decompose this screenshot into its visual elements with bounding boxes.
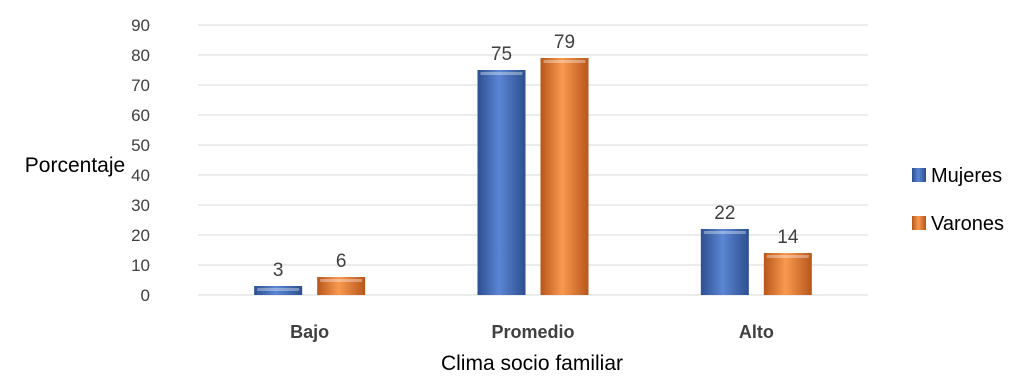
- legend-label: Mujeres: [931, 165, 1002, 187]
- legend-item-varones: Varones: [912, 213, 1004, 235]
- data-label: 3: [273, 260, 284, 281]
- y-tick-label: 90: [131, 16, 150, 35]
- legend-label: Varones: [931, 213, 1004, 235]
- legend-swatch: [912, 216, 926, 230]
- legend: Mujeres Varones: [912, 165, 1004, 235]
- bar-body: [254, 286, 303, 295]
- y-tick-label: 20: [131, 226, 150, 245]
- y-tick-label: 10: [131, 256, 150, 275]
- x-axis-categories: Bajo Promedio Alto: [290, 322, 774, 342]
- legend-item-mujeres: Mujeres: [912, 165, 1002, 187]
- data-labels: 3 6 75 79 22 14: [273, 32, 799, 281]
- bar-body: [477, 70, 526, 295]
- y-tick-label: 30: [131, 196, 150, 215]
- bar-bevel: [257, 288, 300, 291]
- y-tick-label: 80: [131, 46, 150, 65]
- y-tick-label: 60: [131, 106, 150, 125]
- bar-body: [700, 229, 749, 295]
- x-axis-title: Clima socio familiar: [441, 352, 623, 375]
- y-tick-label: 70: [131, 76, 150, 95]
- y-axis-title: Porcentaje: [25, 154, 125, 177]
- data-label: 6: [336, 251, 347, 272]
- x-category-label: Bajo: [290, 322, 329, 342]
- bar-mujeres-bajo: [254, 286, 303, 295]
- bar-body: [540, 58, 589, 295]
- y-tick-label: 0: [141, 286, 150, 305]
- bar-bevel: [543, 60, 586, 63]
- bar-varones-bajo: [317, 277, 366, 295]
- gridlines: [198, 24, 868, 296]
- bar-varones-alto: [763, 253, 812, 295]
- bar-bevel: [480, 72, 523, 75]
- bar-bevel: [320, 279, 363, 282]
- bar-mujeres-alto: [700, 229, 749, 295]
- y-axis-ticks: 0 10 20 30 40 50 60 70 80 90: [131, 16, 150, 305]
- bar-body: [763, 253, 812, 295]
- bar-bevel: [703, 231, 746, 234]
- data-label: 22: [714, 203, 735, 224]
- data-label: 79: [554, 32, 575, 53]
- legend-swatch: [912, 168, 926, 182]
- y-tick-label: 40: [131, 166, 150, 185]
- x-category-label: Promedio: [491, 322, 574, 342]
- x-category-label: Alto: [739, 322, 774, 342]
- bar-body: [317, 277, 366, 295]
- bar-mujeres-promedio: [477, 70, 526, 295]
- data-label: 14: [777, 227, 799, 248]
- bar-varones-promedio: [540, 58, 589, 295]
- bars: [254, 58, 812, 295]
- data-label: 75: [491, 44, 512, 65]
- y-tick-label: 50: [131, 136, 150, 155]
- bar-bevel: [766, 255, 809, 258]
